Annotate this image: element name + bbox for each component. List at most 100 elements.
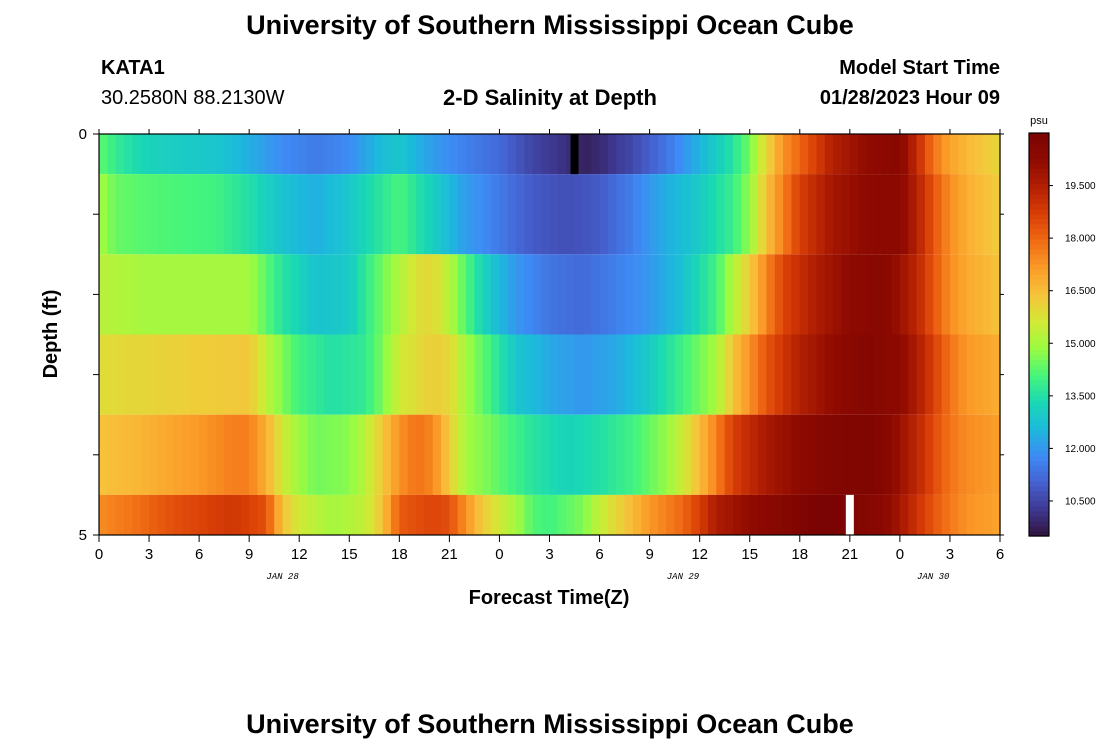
heatmap-cell-layer-1 <box>849 174 859 255</box>
colorbar-tick-label: 13.500 <box>1065 391 1096 402</box>
heatmap-cell-layer-0 <box>632 134 642 175</box>
date-label: JAN 29 <box>667 572 700 582</box>
heatmap-cell-layer-3 <box>240 334 250 415</box>
colorbar-swatch <box>1029 455 1049 462</box>
heatmap-cell-layer-1 <box>107 174 117 255</box>
heatmap-cell-layer-4 <box>240 414 250 495</box>
heatmap-cell-layer-5 <box>774 494 784 535</box>
heatmap-cell-layer-4 <box>416 414 425 495</box>
heatmap-cell-layer-4 <box>215 414 225 495</box>
heatmap-cell-layer-3 <box>632 334 642 415</box>
heatmap-cell-layer-4 <box>632 414 642 495</box>
heatmap-cell-layer-4 <box>799 414 809 495</box>
heatmap-cell-layer-4 <box>390 414 400 495</box>
heatmap-cell-layer-3 <box>991 334 1001 415</box>
heatmap-cell-layer-0 <box>758 134 767 175</box>
heatmap-cell-layer-5 <box>849 494 859 535</box>
colorbar-swatch <box>1029 248 1049 255</box>
heatmap-cell-layer-3 <box>416 334 425 415</box>
heatmap-cell-layer-2 <box>741 254 751 335</box>
heatmap-cell-layer-2 <box>724 254 734 335</box>
heatmap-cell-layer-0 <box>808 134 818 175</box>
colorbar-swatch <box>1029 445 1049 451</box>
heatmap-cell-layer-5 <box>574 494 584 535</box>
x-axis: 0 3 6 9 12 15 18 21 0 3 6 9 12 15 18 21 0 3 6 JAN 28 JAN 29 J… <box>95 129 1004 582</box>
heatmap-cell-layer-0 <box>574 134 584 175</box>
heatmap-cell-layer-0 <box>265 134 275 175</box>
heatmap-cell-layer-0 <box>616 134 626 175</box>
colorbar-swatch <box>1029 505 1049 512</box>
footer-title: University of Southern Mississippi Ocean… <box>246 709 854 739</box>
heatmap-cell-layer-4 <box>607 414 617 495</box>
missing-cell-1 <box>845 494 854 535</box>
heatmap-cell-layer-4 <box>699 414 709 495</box>
heatmap-cell-layer-3 <box>733 334 742 415</box>
heatmap-cell-layer-1 <box>357 174 367 255</box>
heatmap-cell-layer-1 <box>265 174 275 255</box>
heatmap-cell-layer-5 <box>165 494 175 535</box>
heatmap-cell-layer-0 <box>532 134 542 175</box>
heatmap-cell-layer-4 <box>766 414 776 495</box>
heatmap-cell-layer-3 <box>816 334 826 415</box>
colorbar-swatch <box>1029 349 1049 356</box>
heatmap-cell-layer-2 <box>616 254 626 335</box>
heatmap-cell-layer-4 <box>674 414 684 495</box>
heatmap-cell-layer-0 <box>666 134 676 175</box>
heatmap-cell-layer-0 <box>507 134 517 175</box>
heatmap-cell-layer-5 <box>232 494 242 535</box>
heatmap-cell-layer-3 <box>157 334 167 415</box>
heatmap-cell-layer-5 <box>257 494 267 535</box>
x-tick-label: 12 <box>691 546 708 563</box>
heatmap-cell-layer-0 <box>390 134 400 175</box>
heatmap-cell-layer-1 <box>491 174 501 255</box>
heatmap-cell-layer-5 <box>699 494 709 535</box>
heatmap-cell-layer-5 <box>933 494 943 535</box>
heatmap-cell-layer-4 <box>115 414 125 495</box>
heatmap-cell-layer-4 <box>874 414 884 495</box>
heatmap-cell-layer-4 <box>833 414 843 495</box>
heatmap-cell-layer-1 <box>574 174 584 255</box>
heatmap-cell-layer-1 <box>466 174 476 255</box>
heatmap-cell-layer-3 <box>340 334 350 415</box>
colorbar-swatch <box>1029 279 1049 285</box>
heatmap-cell-layer-2 <box>924 254 934 335</box>
heatmap-cell-layer-4 <box>983 414 993 495</box>
heatmap-cell-layer-4 <box>574 414 584 495</box>
heatmap-cell-layer-3 <box>582 334 592 415</box>
heatmap-cell-layer-2 <box>574 254 584 335</box>
heatmap-cell-layer-0 <box>182 134 192 175</box>
heatmap-cell-layer-4 <box>457 414 467 495</box>
heatmap-cell-layer-0 <box>924 134 934 175</box>
heatmap-cell-layer-5 <box>649 494 659 535</box>
colorbar-tick-label: 18.000 <box>1065 234 1096 245</box>
colorbar-swatch <box>1029 515 1049 522</box>
x-tick-label: 21 <box>841 546 858 563</box>
heatmap-cell-layer-2 <box>899 254 909 335</box>
heatmap-cell-layer-0 <box>124 134 133 175</box>
heatmap-cell-layer-3 <box>165 334 175 415</box>
heatmap-cell-layer-0 <box>874 134 884 175</box>
heatmap-cell-layer-0 <box>657 134 667 175</box>
heatmap-cell-layer-3 <box>466 334 476 415</box>
heatmap-cell-layer-4 <box>949 414 959 495</box>
heatmap-cell-layer-3 <box>549 334 559 415</box>
heatmap-cell-layer-1 <box>933 174 943 255</box>
heatmap-cell-layer-3 <box>290 334 300 415</box>
heatmap-cell-layer-2 <box>991 254 1001 335</box>
heatmap-cell-layer-0 <box>365 134 375 175</box>
x-tick-label: 9 <box>245 546 253 563</box>
y-tick-label: 0 <box>79 126 87 143</box>
heatmap-cell-layer-4 <box>407 414 417 495</box>
page-title: University of Southern Mississippi Ocean… <box>246 10 854 40</box>
heatmap-cell-layer-2 <box>666 254 676 335</box>
heatmap-cell-layer-2 <box>591 254 601 335</box>
heatmap-cell-layer-2 <box>841 254 851 335</box>
heatmap-cell-layer-0 <box>374 134 384 175</box>
heatmap-cell-layer-3 <box>824 334 834 415</box>
heatmap-cell-layer-2 <box>357 254 367 335</box>
heatmap-cell-layer-0 <box>257 134 267 175</box>
heatmap-cell-layer-4 <box>557 414 567 495</box>
heatmap-cell-layer-3 <box>666 334 676 415</box>
heatmap-cell-layer-1 <box>991 174 1001 255</box>
heatmap-cell-layer-1 <box>582 174 592 255</box>
